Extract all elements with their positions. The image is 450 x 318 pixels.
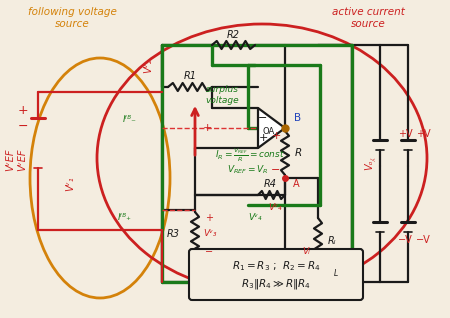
Text: $V_{REF} = V_R$: $V_{REF} = V_R$ <box>227 164 269 176</box>
Text: R4: R4 <box>264 179 276 189</box>
Text: −V: −V <box>398 235 413 245</box>
Text: +V: +V <box>398 129 413 139</box>
Text: VᵛEF: VᵛEF <box>17 149 27 171</box>
Text: R2: R2 <box>226 30 239 40</box>
Text: surplus
voltage: surplus voltage <box>205 85 239 105</box>
Text: Vᵛ₁: Vᵛ₁ <box>65 177 75 191</box>
Text: +: + <box>18 103 28 116</box>
Text: $I_R = \frac{V_{REF}}{R} = const$: $I_R = \frac{V_{REF}}{R} = const$ <box>215 146 285 164</box>
Text: L: L <box>334 268 338 278</box>
Text: −V: −V <box>416 235 431 245</box>
Text: R3: R3 <box>167 229 180 239</box>
Text: −: − <box>258 113 268 123</box>
Text: Vᵛ₃: Vᵛ₃ <box>203 230 217 238</box>
Text: R: R <box>294 148 302 158</box>
Text: $R_1=R_3$ ;  $R_2=R_4$: $R_1=R_3$ ; $R_2=R_4$ <box>232 259 320 273</box>
Text: Iᶠᴮ₋: Iᶠᴮ₋ <box>123 115 137 125</box>
Text: Vₒ⁁: Vₒ⁁ <box>364 156 375 169</box>
Text: A: A <box>293 179 300 189</box>
Text: R1: R1 <box>184 71 197 81</box>
Text: Iᶠᴮ₊: Iᶠᴮ₊ <box>118 213 132 223</box>
Text: Rₗ: Rₗ <box>328 236 336 246</box>
Text: VᵛEF: VᵛEF <box>5 149 15 171</box>
Text: −: − <box>271 165 281 175</box>
Text: following voltage
source: following voltage source <box>27 7 117 29</box>
Text: $R_3 \| R_4 \gg R \| R_4$: $R_3 \| R_4 \gg R \| R_4$ <box>241 277 311 291</box>
Text: +: + <box>205 213 213 223</box>
Text: Vᵛ₂: Vᵛ₂ <box>143 59 153 73</box>
Text: active current
source: active current source <box>332 7 405 29</box>
Text: +: + <box>258 133 268 143</box>
Polygon shape <box>258 108 285 148</box>
Text: +: + <box>203 123 212 133</box>
Text: +V: +V <box>416 129 431 139</box>
Text: Vᵛ₄: Vᵛ₄ <box>248 213 262 223</box>
Text: +: + <box>271 131 281 141</box>
Text: OA: OA <box>263 128 275 136</box>
Text: −: − <box>205 247 213 257</box>
Text: Vₗ: Vₗ <box>302 246 310 255</box>
Text: Vᵛ₄: Vᵛ₄ <box>268 203 282 211</box>
Text: B: B <box>294 113 301 123</box>
FancyBboxPatch shape <box>189 249 363 300</box>
Text: −: − <box>18 120 28 133</box>
